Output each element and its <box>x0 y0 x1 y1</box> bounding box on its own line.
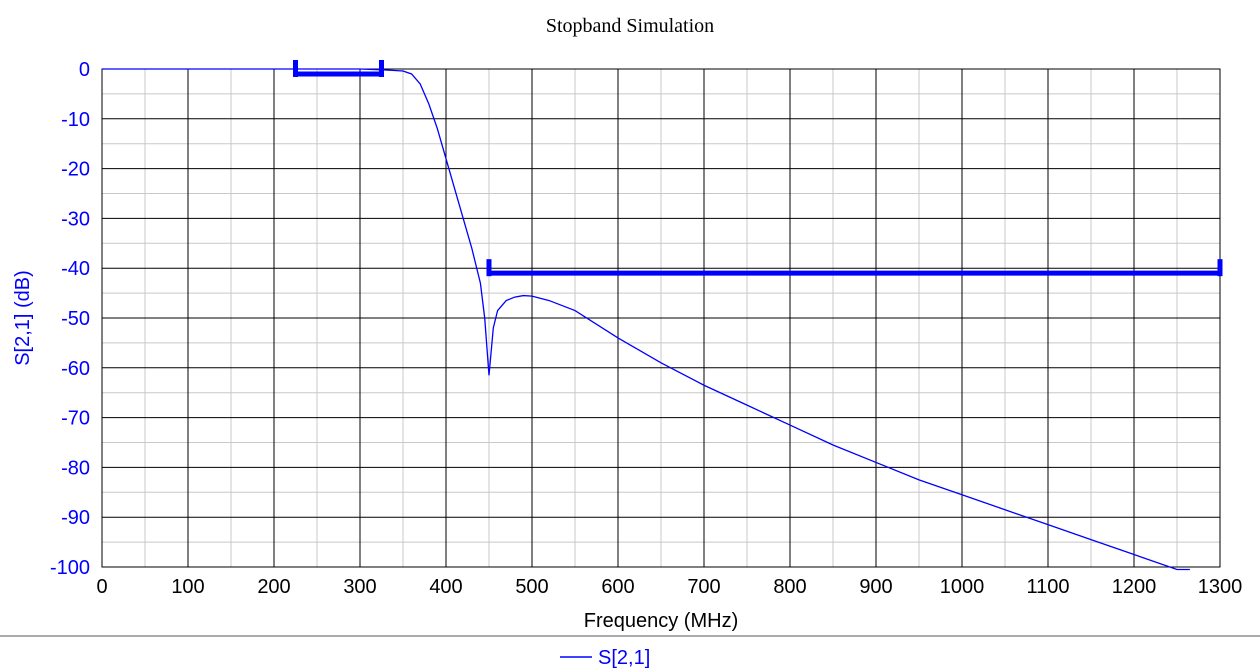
x-tick-label: 900 <box>859 576 892 598</box>
major-grid <box>102 69 1220 567</box>
y-tick-label: -20 <box>61 159 90 181</box>
x-tick-label: 1000 <box>940 576 985 598</box>
plot-frame <box>101 68 1221 568</box>
x-tick-label: 0 <box>96 576 107 598</box>
x-tick-label: 500 <box>515 576 548 598</box>
series-group <box>102 68 1190 571</box>
y-tick-label: -70 <box>61 408 90 430</box>
y-tick-label: -90 <box>61 507 90 529</box>
y-tick-label: -40 <box>61 258 90 280</box>
y-tick-label: -10 <box>61 109 90 131</box>
y-tick-label: -100 <box>50 557 90 579</box>
x-tick-label: 400 <box>429 576 462 598</box>
x-tick-label: 600 <box>601 576 634 598</box>
y-tick-label: -60 <box>61 358 90 380</box>
x-tick-labels: 0 100 200 300 400 500 600 700 800 900 1000 1100 1200… <box>96 576 1242 598</box>
chart-title: Stopband Simulation <box>546 15 714 37</box>
x-tick-label: 800 <box>773 576 806 598</box>
y-tick-label: 0 <box>79 59 90 81</box>
y-tick-labels: 0 -10 -20 -30 -40 -50 -60 -70 -80 -90 -100 <box>50 59 90 579</box>
y-axis-label: S[2,1] (dB) <box>12 270 34 366</box>
x-tick-label: 1300 <box>1198 576 1243 598</box>
legend-label: S[2,1] <box>598 647 650 669</box>
x-tick-label: 200 <box>257 576 290 598</box>
legend: S[2,1] <box>560 647 650 669</box>
y-tick-label: -30 <box>61 208 90 230</box>
y-tick-label: -50 <box>61 308 90 330</box>
x-tick-label: 700 <box>687 576 720 598</box>
x-axis-label: Frequency (MHz) <box>584 610 738 632</box>
x-tick-label: 1200 <box>1112 576 1157 598</box>
series-line-s21 <box>102 68 1190 571</box>
x-tick-label: 1100 <box>1026 576 1069 598</box>
x-tick-label: 100 <box>171 576 204 598</box>
x-tick-label: 300 <box>343 576 376 598</box>
y-tick-label: -80 <box>61 457 90 479</box>
